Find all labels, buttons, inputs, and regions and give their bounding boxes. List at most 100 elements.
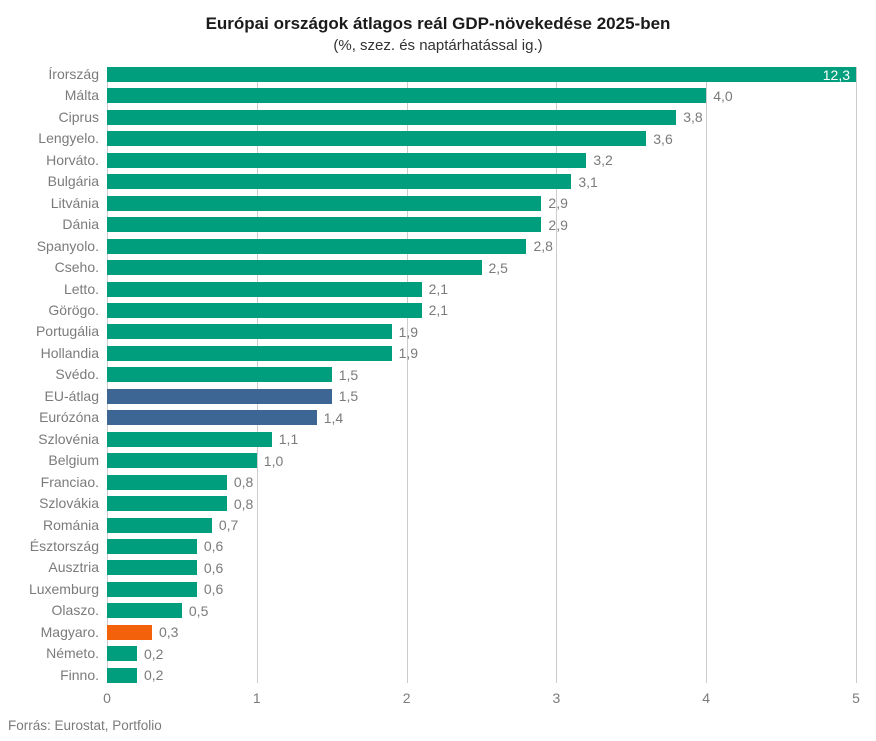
bar-row: Írország 12,3	[48, 67, 856, 83]
bar	[107, 302, 422, 318]
category-label: Románia	[42, 516, 99, 533]
value-label: 1,9	[398, 323, 419, 340]
value-label: 2,5	[488, 259, 508, 276]
value-label: 0,6	[203, 581, 224, 598]
bar	[107, 174, 572, 190]
bar	[107, 646, 137, 662]
category-label: Olaszo.	[51, 602, 99, 619]
bar-row: Litvánia 2,9	[51, 195, 856, 212]
value-label: 0,2	[143, 667, 164, 684]
value-label: 3,8	[683, 109, 703, 126]
category-label: Szlovénia	[38, 430, 99, 447]
category-label: Bulgária	[47, 173, 99, 190]
source-note: Forrás: Eurostat, Portfolio	[8, 718, 162, 733]
bar	[107, 496, 227, 512]
bar-row: Spanyolo. 2,8	[37, 238, 856, 254]
category-label: Litvánia	[50, 194, 99, 211]
category-label: Letto.	[63, 280, 99, 297]
bar	[107, 195, 542, 211]
bar	[107, 281, 422, 297]
value-label: 0,3	[158, 624, 179, 641]
category-label: Svédo.	[55, 366, 99, 383]
bar	[107, 388, 332, 404]
bar: 12,3	[107, 67, 856, 83]
bar	[107, 324, 392, 340]
value-label: 0,6	[203, 538, 224, 555]
bar-row: Eurózóna 1,4	[39, 410, 856, 426]
x-tick-label: 1	[252, 690, 261, 706]
value-label: 0,5	[188, 602, 209, 619]
value-label: 1,5	[338, 366, 359, 383]
bar-row: Bulgária 3,1	[48, 173, 856, 190]
bar-row: Finno. 0,2	[60, 667, 856, 684]
value-label: 1,5	[338, 388, 359, 405]
bar	[107, 109, 677, 125]
gridline	[406, 67, 408, 683]
bar-rows: Írország 12,3 Málta 4,0 Ciprus 3,8 Lengyelo. 3,…	[29, 67, 856, 684]
category-label: Portugália	[35, 323, 99, 340]
bar	[107, 667, 137, 683]
x-tick-label: 2	[402, 690, 411, 706]
value-label: 2,1	[428, 281, 449, 298]
category-label: Ausztria	[48, 559, 99, 576]
value-label: 3,1	[578, 173, 598, 190]
bar	[107, 410, 317, 426]
category-label: Málta	[64, 87, 99, 104]
category-label: Görögo.	[48, 301, 99, 318]
bar	[107, 217, 542, 233]
category-label: Magyaro.	[40, 623, 99, 640]
plot-area: Írország 12,3 Málta 4,0 Ciprus 3,8 Lengyelo. 3,…	[29, 67, 857, 684]
category-label: Spanyolo.	[36, 237, 99, 254]
bar	[107, 367, 332, 383]
x-tick-label: 4	[702, 690, 711, 706]
value-label: 2,9	[548, 216, 568, 233]
category-label: Írország	[48, 66, 99, 82]
bar	[107, 260, 482, 276]
bar-row: Svédo. 1,5	[55, 366, 856, 383]
bar-row: EU-átlag 1,5	[45, 388, 856, 405]
gridline	[706, 67, 708, 683]
bar-row: Szlovákia 0,8	[39, 496, 856, 512]
bar-row: Olaszo. 0,5	[52, 602, 856, 619]
category-label: Hollandia	[40, 344, 99, 361]
category-label: Belgium	[48, 452, 99, 469]
value-label: 1,0	[263, 452, 284, 469]
bar-row: Görögo. 2,1	[48, 302, 856, 318]
bar-row: Németo. 0,2	[46, 645, 856, 662]
bar-row: Málta 4,0	[65, 88, 856, 104]
category-label: Németo.	[46, 645, 99, 662]
bar	[107, 88, 707, 104]
bar-row: Belgium 1,0	[48, 452, 856, 469]
category-label: Luxemburg	[28, 580, 99, 597]
bar-row: Magyaro. 0,3	[41, 624, 856, 641]
gridline	[556, 67, 558, 683]
category-label: Eurózóna	[39, 409, 99, 426]
category-label: Horváto.	[46, 151, 99, 168]
bar	[107, 603, 182, 619]
bar	[107, 131, 647, 147]
gridline	[856, 67, 857, 683]
category-label: Szlovákia	[39, 495, 99, 512]
category-label: EU-átlag	[44, 387, 99, 404]
bar-row: Szlovénia 1,1	[38, 431, 856, 448]
bar-row: Dánia 2,9	[62, 216, 856, 233]
bar-row: Franciao. 0,8	[41, 474, 856, 490]
value-label: 2,9	[548, 195, 568, 212]
x-tick-label: 0	[103, 690, 111, 706]
bar-row: Luxemburg 0,6	[29, 581, 856, 598]
bar-row: Horváto. 3,2	[46, 152, 856, 168]
bar-row: Lengyelo. 3,6	[38, 130, 856, 147]
bar-row: Románia 0,7	[43, 517, 856, 534]
category-label: Ciprus	[58, 108, 99, 125]
category-label: Cseho.	[54, 259, 99, 276]
value-label: 3,6	[653, 130, 673, 147]
x-tick-label: 3	[552, 690, 561, 706]
value-label: 0,7	[218, 517, 239, 534]
value-label: 1,1	[278, 431, 299, 448]
value-label: 1,9	[398, 345, 419, 362]
category-label: Lengyelo.	[38, 130, 99, 147]
value-label: 0,2	[143, 645, 164, 662]
x-tick-label: 5	[852, 690, 860, 706]
bar	[107, 581, 197, 597]
